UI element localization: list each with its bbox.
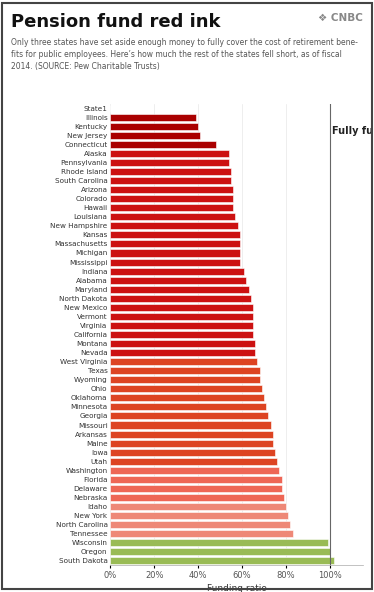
- Bar: [110, 304, 253, 311]
- Bar: [110, 249, 240, 256]
- Bar: [110, 340, 255, 347]
- Bar: [110, 358, 257, 365]
- Bar: [110, 413, 269, 420]
- Bar: [110, 521, 290, 528]
- Bar: [110, 548, 330, 555]
- Bar: [110, 377, 260, 383]
- Bar: [110, 123, 198, 130]
- Bar: [110, 394, 264, 401]
- Bar: [110, 114, 196, 121]
- Bar: [110, 440, 273, 446]
- Bar: [110, 268, 244, 275]
- Bar: [110, 422, 270, 429]
- Bar: [110, 223, 237, 229]
- Bar: [110, 141, 216, 148]
- Bar: [110, 466, 279, 474]
- Bar: [110, 240, 240, 247]
- Bar: [110, 503, 286, 510]
- Bar: [110, 259, 240, 266]
- Bar: [110, 557, 334, 564]
- Bar: [110, 313, 253, 320]
- Bar: [110, 177, 231, 184]
- Bar: [110, 295, 251, 302]
- Bar: [110, 168, 231, 175]
- Bar: [110, 449, 275, 456]
- Text: Pension fund red ink: Pension fund red ink: [11, 13, 221, 31]
- Text: Fully funded: Fully funded: [332, 126, 374, 136]
- Bar: [110, 458, 277, 465]
- Bar: [110, 231, 240, 239]
- Bar: [110, 512, 288, 519]
- Bar: [110, 530, 292, 537]
- Bar: [110, 213, 236, 220]
- Bar: [110, 322, 253, 329]
- Bar: [110, 430, 273, 437]
- Bar: [110, 186, 233, 193]
- Bar: [110, 494, 284, 501]
- X-axis label: Funding ratio: Funding ratio: [206, 584, 267, 592]
- Bar: [110, 132, 200, 139]
- Bar: [110, 349, 255, 356]
- Bar: [110, 204, 233, 211]
- Bar: [110, 150, 229, 157]
- Bar: [110, 385, 262, 392]
- Bar: [110, 276, 246, 284]
- Bar: [110, 403, 266, 410]
- Bar: [110, 539, 328, 546]
- Bar: [110, 159, 229, 166]
- Text: Only three states have set aside enough money to fully cover the cost of retirem: Only three states have set aside enough …: [11, 38, 358, 71]
- Bar: [110, 476, 282, 483]
- Bar: [110, 195, 233, 202]
- Bar: [110, 367, 260, 374]
- Text: ❖ CNBC: ❖ CNBC: [318, 13, 363, 23]
- Bar: [110, 485, 282, 492]
- Bar: [110, 286, 249, 292]
- Bar: [110, 331, 253, 338]
